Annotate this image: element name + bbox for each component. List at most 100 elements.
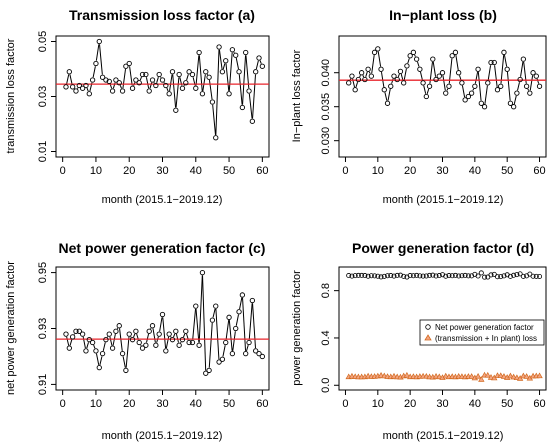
panel-b-series-segment: [513, 95, 517, 105]
panel-d-loss-point: [484, 371, 491, 378]
panel-d-loss-point: [507, 372, 514, 379]
panel-d-net-point: [352, 273, 358, 279]
panel-d-net-point: [456, 273, 462, 279]
panel-c-series-segment: [175, 333, 179, 343]
panel-c-title: Net power generation factor (c): [59, 240, 266, 256]
panel-c-series-segment: [69, 339, 73, 346]
panel-c: Net power generation factor (c) month (2…: [5, 240, 270, 442]
panel-a-series-segment: [245, 55, 250, 89]
panel-c-series-segment: [235, 314, 239, 326]
panel-d-net-point: [443, 273, 449, 279]
panel-c-series-segment: [239, 297, 243, 310]
panel-a-series-segment: [255, 60, 259, 70]
panel-a-series-segment: [92, 66, 96, 78]
panel-d-net-point: [449, 273, 455, 279]
panel-b-xtick-label: 20: [404, 165, 416, 177]
panel-b-series-segment: [423, 85, 427, 94]
legend-box: [419, 319, 545, 346]
panel-b-series-segment: [484, 85, 488, 104]
panel-c-series-segment: [202, 275, 207, 371]
panel-a-data-point: [213, 135, 219, 141]
legend-label-loss: (transmission + In plant) loss: [435, 334, 537, 343]
panel-b-series-segment: [527, 88, 530, 91]
panel-a-series-segment: [99, 44, 103, 75]
panel-d-loss-point: [436, 373, 443, 380]
panel-a-xlabel: month (2015.1−2019.12): [102, 194, 223, 206]
panel-b-series-segment: [403, 68, 407, 81]
panel-c-data-point: [183, 328, 189, 334]
panel-b-series-segment: [536, 78, 540, 84]
panel-b-data-point: [433, 76, 439, 83]
panel-b-data-point: [498, 83, 504, 89]
panel-d-xtick-label: 60: [533, 398, 545, 410]
panel-b-series-segment: [461, 85, 466, 98]
panel-c-data-point: [93, 348, 99, 354]
panel-a-data-point: [123, 63, 129, 69]
panel-c-data-point: [253, 348, 259, 354]
panel-d-xtick-label: 0: [342, 398, 348, 410]
panel-b-series-segment: [500, 55, 505, 84]
panel-c-data-point: [179, 337, 186, 343]
panel-c-data-point: [69, 334, 76, 340]
panel-c-data-point: [126, 331, 132, 337]
panel-b-data-point: [443, 90, 449, 96]
panel-a-data-point: [156, 71, 162, 78]
panel-a-data-point: [133, 77, 139, 83]
panel-b-data-point: [352, 87, 358, 93]
panel-a-data-point: [186, 69, 192, 75]
panel-d-net-point: [427, 272, 433, 278]
panel-b-data-point: [388, 83, 394, 89]
panel-d-net-point: [475, 273, 481, 279]
panel-d-net-point: [498, 274, 504, 280]
panel-c-series-segment: [225, 320, 230, 340]
panel-a-data-point: [246, 88, 252, 94]
panel-a-data-point: [93, 60, 99, 67]
panel-c-data-point: [166, 331, 172, 337]
panel-c-series-segment: [173, 333, 176, 338]
panel-b-series-segment: [380, 71, 385, 88]
panel-b-data-point: [423, 93, 429, 100]
panel-a-data-point: [116, 80, 122, 86]
panel-c-series-segment: [146, 333, 150, 343]
panel-d-net-point: [494, 274, 500, 280]
panel-d-net-point: [507, 273, 513, 279]
panel-a-data-point: [233, 52, 239, 58]
panel-c-data-point: [216, 359, 222, 365]
legend-triangle-icon: [424, 334, 432, 341]
panel-b-ytick-label: 0.030: [320, 127, 332, 155]
panel-c-data-point: [206, 367, 212, 374]
panel-a-series-segment: [242, 55, 247, 105]
panel-c-series-segment: [66, 336, 70, 346]
panel-d-net-point: [491, 271, 497, 277]
panel-b-data-point: [365, 66, 371, 72]
panel-c-xtick-label: 10: [90, 398, 102, 410]
panel-d-net-point: [482, 274, 488, 280]
panel-b-series-segment: [355, 82, 359, 88]
panel-b-data-point: [397, 68, 404, 74]
panel-a-series-segment: [169, 74, 173, 92]
panel-d-net-point: [446, 273, 452, 279]
panel-d-net-point: [533, 273, 539, 279]
panel-a-ytick-label: 0.03: [37, 86, 49, 107]
panel-d-loss-point: [523, 373, 530, 379]
panel-d-ytick-label: 0.4: [320, 330, 332, 345]
panel-b-series-segment: [387, 88, 391, 101]
panel-d-net-point: [388, 273, 394, 279]
panel-a-xtick-label: 0: [60, 165, 66, 177]
panel-a-series-segment: [156, 77, 159, 83]
panel-a-data-point: [189, 71, 196, 78]
panel-b-series-segment: [400, 73, 404, 81]
panel-c-data-point: [116, 323, 122, 329]
panel-a-data-point: [129, 85, 136, 91]
panel-a-series-segment: [139, 76, 142, 81]
panel-b-series-segment: [487, 65, 492, 81]
panel-d-loss-point: [500, 373, 508, 379]
legend-circle-icon: [425, 324, 431, 330]
panel-d-title: Power generation factor (d): [352, 240, 534, 256]
panel-d-xtick-label: 30: [436, 398, 448, 410]
panel-c-series-segment: [215, 308, 220, 360]
panel-a-data-point: [203, 69, 209, 75]
panel-d-net-point: [349, 273, 355, 279]
panel-a-data-point: [159, 77, 166, 83]
panel-b-data-point: [478, 100, 484, 106]
